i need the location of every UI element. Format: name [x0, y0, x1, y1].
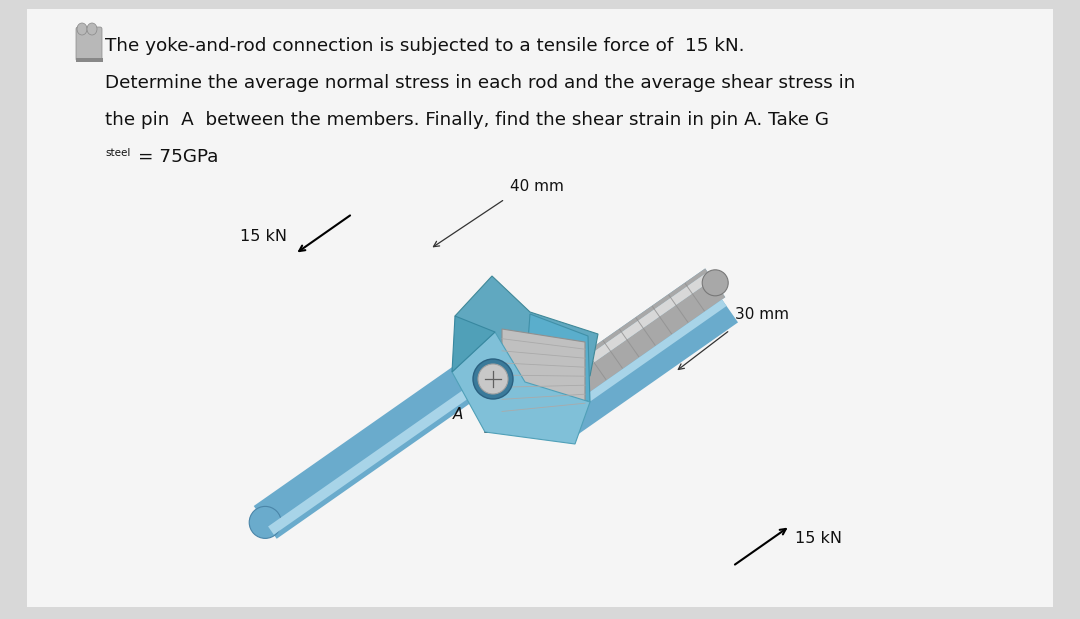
FancyBboxPatch shape — [76, 27, 102, 61]
Text: 15 kN: 15 kN — [240, 229, 287, 244]
Polygon shape — [455, 276, 598, 376]
Polygon shape — [527, 272, 713, 405]
Ellipse shape — [77, 23, 87, 35]
Polygon shape — [502, 329, 585, 426]
Text: 40 mm: 40 mm — [510, 179, 564, 194]
Ellipse shape — [478, 364, 508, 394]
Bar — [76, 58, 103, 62]
Polygon shape — [556, 296, 738, 437]
Polygon shape — [453, 316, 495, 372]
Ellipse shape — [87, 23, 97, 35]
Polygon shape — [525, 269, 726, 423]
Polygon shape — [525, 269, 726, 423]
Polygon shape — [527, 272, 713, 405]
Text: = 75GPa: = 75GPa — [138, 148, 218, 166]
Polygon shape — [268, 383, 478, 535]
Text: 30 mm: 30 mm — [483, 421, 537, 436]
Text: the pin  A  between the members. Finally, find the shear strain in pin A. Take G: the pin A between the members. Finally, … — [105, 111, 829, 129]
Ellipse shape — [702, 270, 728, 296]
Polygon shape — [558, 300, 727, 421]
Text: The yoke-and-rod connection is subjected to a tensile force of  15 kN.: The yoke-and-rod connection is subjected… — [105, 37, 744, 55]
Ellipse shape — [249, 506, 281, 539]
Polygon shape — [254, 363, 482, 539]
Ellipse shape — [473, 359, 513, 399]
Text: 30 mm: 30 mm — [735, 307, 789, 322]
Polygon shape — [525, 314, 590, 402]
Text: 15 kN: 15 kN — [795, 531, 842, 546]
Text: steel: steel — [105, 148, 131, 158]
Text: A: A — [453, 407, 463, 422]
Polygon shape — [453, 332, 590, 444]
Text: Determine the average normal stress in each rod and the average shear stress in: Determine the average normal stress in e… — [105, 74, 855, 92]
